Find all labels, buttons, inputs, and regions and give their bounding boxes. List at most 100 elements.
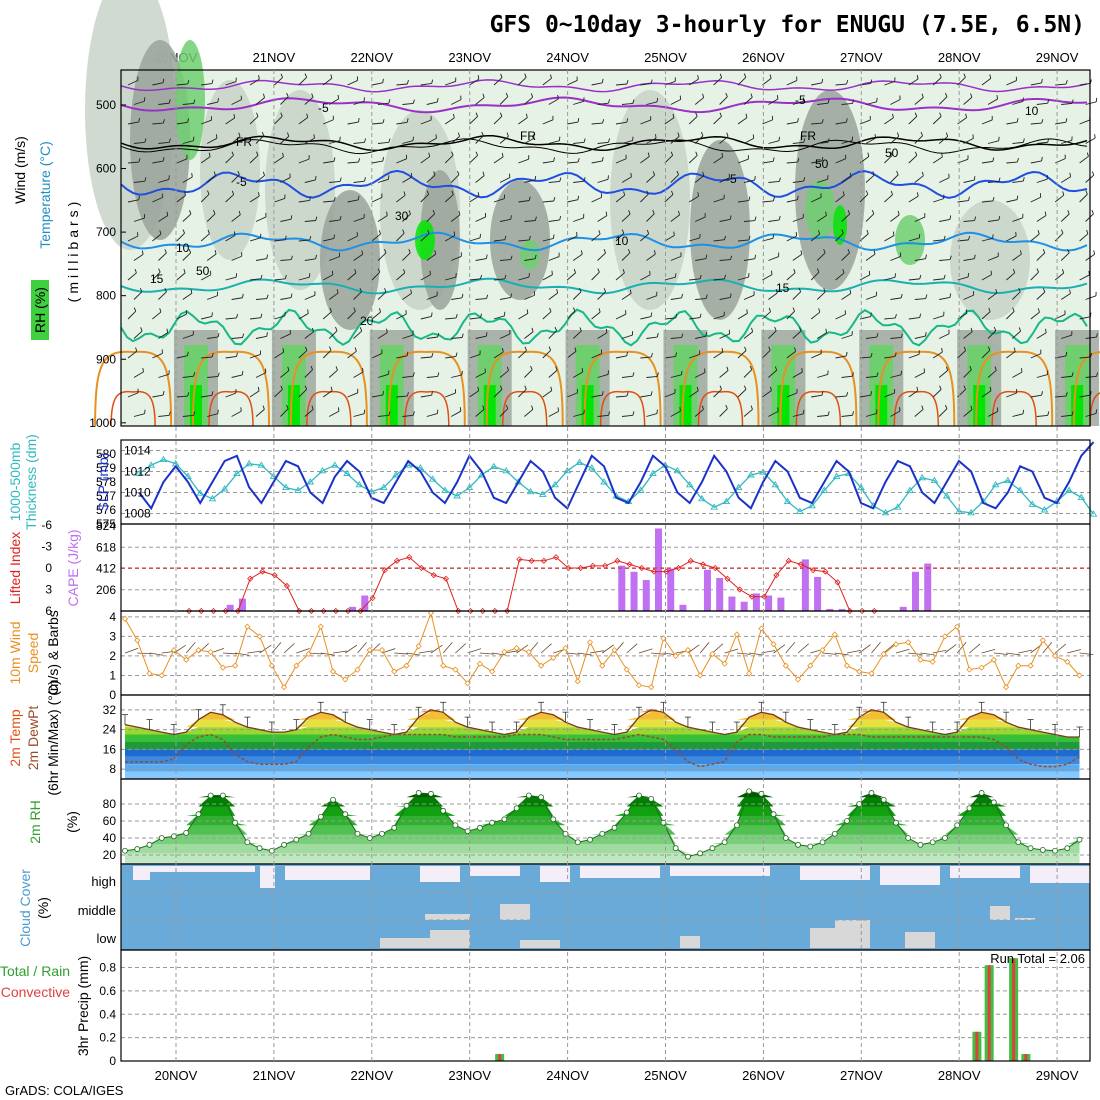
wind-barb — [396, 232, 405, 242]
wind-barb-flag — [602, 119, 605, 124]
wind-barb — [621, 252, 631, 261]
wind-barb — [884, 392, 895, 398]
wind-barb — [1030, 353, 1042, 359]
li-markers — [185, 554, 878, 615]
cloud-mid — [425, 914, 470, 920]
wind-barb-flag — [461, 370, 463, 375]
wind-barb — [865, 336, 877, 339]
surface-barb — [712, 643, 724, 654]
wind-barb — [133, 330, 143, 339]
wind-barb — [280, 96, 289, 105]
wind-barb — [469, 237, 481, 242]
wind-barb — [786, 161, 798, 164]
wind-barb-flag — [304, 385, 308, 390]
li-tick: -3 — [41, 540, 52, 554]
wind-barb — [450, 410, 462, 417]
wind-barb — [981, 200, 993, 203]
wind-barb — [207, 295, 218, 300]
wind-barb — [1085, 101, 1097, 105]
wind-barb — [713, 389, 722, 398]
temp-band — [125, 734, 1080, 742]
wind-barb — [548, 98, 559, 105]
wind-barb-flag — [1096, 372, 1099, 377]
wind-barb — [1006, 199, 1018, 203]
temp-band — [125, 771, 1080, 779]
cloud-high-clear — [150, 866, 255, 872]
wind-barb — [328, 98, 339, 105]
surface-barb — [1018, 649, 1033, 654]
cape-bar — [642, 580, 650, 611]
wind-barb — [322, 349, 332, 359]
wind-barb — [841, 375, 853, 378]
cloud-low — [380, 938, 430, 948]
rh-blob — [895, 215, 925, 265]
li-marker — [553, 554, 560, 561]
wind-barb-flag — [1090, 79, 1092, 84]
wind-barb — [859, 119, 871, 125]
wind-barb — [597, 414, 609, 417]
wind-barb — [201, 316, 213, 320]
wind-barb-flag — [1085, 190, 1088, 195]
wind-barb-flag — [772, 197, 775, 202]
wind-barb-flag — [646, 229, 650, 234]
wind-barb — [231, 214, 241, 222]
surface-barb — [981, 648, 996, 654]
surface-barb — [394, 652, 409, 655]
wind-barb-flag — [1037, 230, 1040, 235]
wind-barb-flag — [626, 392, 629, 397]
wind-barb — [200, 274, 212, 281]
wind-barb-flag — [557, 94, 559, 100]
wind-barb — [499, 297, 511, 300]
wind-barb — [377, 291, 387, 300]
wind-barb — [1079, 316, 1091, 320]
wind-marker — [721, 660, 728, 667]
wind-barb-flag — [403, 268, 406, 274]
wind-barb — [884, 154, 893, 164]
wind-barb-flag — [207, 229, 210, 234]
wind-barb — [176, 272, 186, 281]
wind-barb-flag — [601, 156, 604, 162]
wind-barb — [914, 216, 926, 222]
wind-barb-flag — [337, 94, 340, 99]
wind-barb-flag — [213, 171, 216, 176]
wind-barb-flag — [681, 370, 683, 375]
contour-label: -5 — [318, 101, 329, 115]
wind-barb — [719, 96, 728, 105]
wind-barb — [743, 331, 753, 339]
wind-barb — [713, 116, 722, 125]
thickness-marker — [967, 508, 975, 516]
wind-barb — [597, 373, 609, 378]
wind-barb — [963, 137, 974, 144]
wind-barb — [542, 390, 553, 398]
wind-barb-flag — [622, 268, 625, 274]
wind-barb — [280, 333, 291, 339]
wind-barb-flag — [502, 348, 504, 353]
wind-barb-flag — [675, 313, 678, 319]
wind-barb — [963, 369, 972, 378]
wind-barb-flag — [377, 268, 381, 273]
wind-barb-flag — [769, 386, 772, 391]
wind-marker — [342, 676, 349, 683]
thickness-marker — [196, 489, 204, 496]
rh-marker — [452, 822, 459, 829]
wind-barb — [884, 276, 896, 281]
wind-barb — [475, 298, 487, 300]
wind-barb — [1060, 252, 1070, 261]
wind-barb-flag — [726, 366, 729, 371]
wind-barb-flag — [650, 79, 653, 84]
wind-barb — [890, 337, 902, 339]
cloud-high-clear — [950, 866, 1020, 878]
wind-barb — [908, 237, 920, 242]
wind-barb-flag — [988, 307, 991, 312]
wind-barb-flag — [388, 138, 391, 143]
wind-barb — [377, 414, 389, 417]
wind-barb — [908, 390, 919, 398]
wind-barb — [646, 174, 655, 183]
wind-barb-flag — [256, 112, 259, 117]
wind-barb-flag — [892, 231, 895, 236]
li-marker — [283, 582, 290, 589]
wind-barb-flag — [384, 288, 387, 293]
wind-marker — [623, 666, 630, 673]
wind-barb-flag — [240, 407, 242, 412]
thickness-marker — [832, 472, 841, 479]
